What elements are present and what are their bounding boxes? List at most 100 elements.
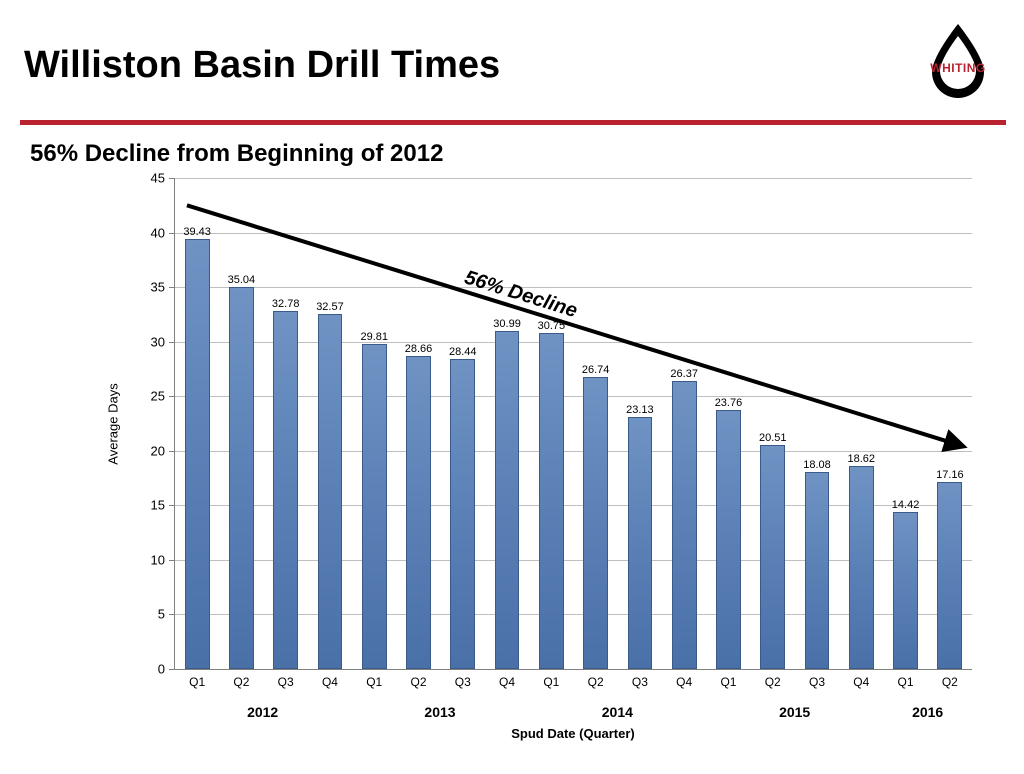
y-tick-label: 35 (151, 280, 165, 295)
x-tick-label: Q4 (853, 675, 869, 689)
x-tick-label: Q1 (543, 675, 559, 689)
bar-value-label: 18.08 (803, 459, 831, 471)
bar-slot: 17.16Q2 (928, 178, 972, 669)
bar: 32.57 (318, 314, 343, 669)
y-tick-label: 30 (151, 334, 165, 349)
bar: 39.43 (185, 239, 210, 669)
bar: 26.74 (583, 377, 608, 669)
bar-value-label: 20.51 (759, 432, 787, 444)
bar: 23.76 (716, 410, 741, 669)
bar-slot: 14.42Q1 (883, 178, 927, 669)
bar-value-label: 26.74 (582, 364, 610, 376)
bar-value-label: 18.62 (848, 453, 876, 465)
x-tick-label: Q4 (499, 675, 515, 689)
bar-slot: 18.62Q4 (839, 178, 883, 669)
bar: 26.37 (672, 381, 697, 669)
logo-text: WHITING (930, 61, 986, 75)
bar: 28.66 (406, 356, 431, 669)
bar-value-label: 35.04 (228, 274, 256, 286)
plot-area: Average Days 05101520253035404539.43Q135… (174, 178, 972, 670)
y-tick-label: 0 (158, 662, 165, 677)
bar: 32.78 (273, 311, 298, 669)
bar-slot: 35.04Q2 (219, 178, 263, 669)
bar-value-label: 30.99 (493, 318, 521, 330)
bar-slot: 32.78Q3 (264, 178, 308, 669)
bar-value-label: 29.81 (360, 331, 388, 343)
bar: 17.16 (937, 482, 962, 669)
bar-value-label: 28.44 (449, 346, 477, 358)
bar-slot: 23.76Q1 (706, 178, 750, 669)
year-group-label: 2012 (247, 704, 278, 720)
bar-slot: 18.08Q3 (795, 178, 839, 669)
x-tick-label: Q2 (233, 675, 249, 689)
x-tick-label: Q1 (898, 675, 914, 689)
bar: 23.13 (628, 417, 653, 669)
x-tick-label: Q1 (366, 675, 382, 689)
bar-value-label: 23.13 (626, 404, 654, 416)
bar: 30.75 (539, 333, 564, 669)
y-tick-label: 40 (151, 225, 165, 240)
year-group-label: 2016 (912, 704, 943, 720)
bars-layer: 39.43Q135.04Q232.78Q332.57Q429.81Q128.66… (175, 178, 972, 669)
header-divider (20, 120, 1006, 125)
bar: 18.08 (805, 472, 830, 669)
bar: 29.81 (362, 344, 387, 669)
year-group-label: 2015 (779, 704, 810, 720)
y-tick-label: 20 (151, 443, 165, 458)
drill-times-chart: Average Days 05101520253035404539.43Q135… (100, 178, 980, 750)
x-tick-label: Q3 (455, 675, 471, 689)
x-tick-label: Q4 (322, 675, 338, 689)
bar-value-label: 32.78 (272, 298, 300, 310)
logo-drop-icon: WHITING (918, 22, 998, 102)
year-group-label: 2013 (424, 704, 455, 720)
whiting-logo: WHITING (918, 22, 998, 102)
bar: 35.04 (229, 287, 254, 669)
y-tick-label: 15 (151, 498, 165, 513)
bar-value-label: 39.43 (183, 226, 211, 238)
bar-slot: 32.57Q4 (308, 178, 352, 669)
bar-slot: 29.81Q1 (352, 178, 396, 669)
x-tick-label: Q1 (189, 675, 205, 689)
bar: 20.51 (760, 445, 785, 669)
bar-slot: 28.66Q2 (396, 178, 440, 669)
bar-slot: 26.74Q2 (574, 178, 618, 669)
bar-value-label: 26.37 (670, 368, 698, 380)
bar-slot: 20.51Q2 (751, 178, 795, 669)
bar-slot: 23.13Q3 (618, 178, 662, 669)
bar-value-label: 14.42 (892, 499, 920, 511)
bar-slot: 30.75Q1 (529, 178, 573, 669)
x-tick-label: Q3 (632, 675, 648, 689)
x-tick-label: Q2 (942, 675, 958, 689)
bar: 30.99 (495, 331, 520, 669)
bar-slot: 28.44Q3 (441, 178, 485, 669)
bar-value-label: 28.66 (405, 343, 433, 355)
y-tick-label: 5 (158, 607, 165, 622)
x-tick-label: Q2 (410, 675, 426, 689)
year-group-label: 2014 (602, 704, 633, 720)
bar-value-label: 17.16 (936, 469, 964, 481)
y-tick (169, 669, 175, 670)
y-axis-title: Average Days (106, 383, 121, 464)
subtitle: 56% Decline from Beginning of 2012 (30, 140, 443, 168)
bar-value-label: 23.76 (715, 397, 743, 409)
slide: Williston Basin Drill Times WHITING 56% … (0, 0, 1024, 774)
y-tick-label: 25 (151, 389, 165, 404)
bar-slot: 39.43Q1 (175, 178, 219, 669)
bar: 14.42 (893, 512, 918, 669)
bar: 18.62 (849, 466, 874, 669)
y-tick-label: 10 (151, 552, 165, 567)
y-tick-label: 45 (151, 171, 165, 186)
x-tick-label: Q1 (720, 675, 736, 689)
bar-slot: 26.37Q4 (662, 178, 706, 669)
page-title: Williston Basin Drill Times (24, 44, 500, 87)
x-tick-label: Q2 (588, 675, 604, 689)
x-tick-label: Q3 (278, 675, 294, 689)
x-tick-label: Q2 (765, 675, 781, 689)
bar-value-label: 30.75 (538, 320, 566, 332)
x-axis-title: Spud Date (Quarter) (511, 726, 635, 741)
x-tick-label: Q3 (809, 675, 825, 689)
bar-value-label: 32.57 (316, 301, 344, 313)
bar-slot: 30.99Q4 (485, 178, 529, 669)
x-tick-label: Q4 (676, 675, 692, 689)
bar: 28.44 (450, 359, 475, 669)
